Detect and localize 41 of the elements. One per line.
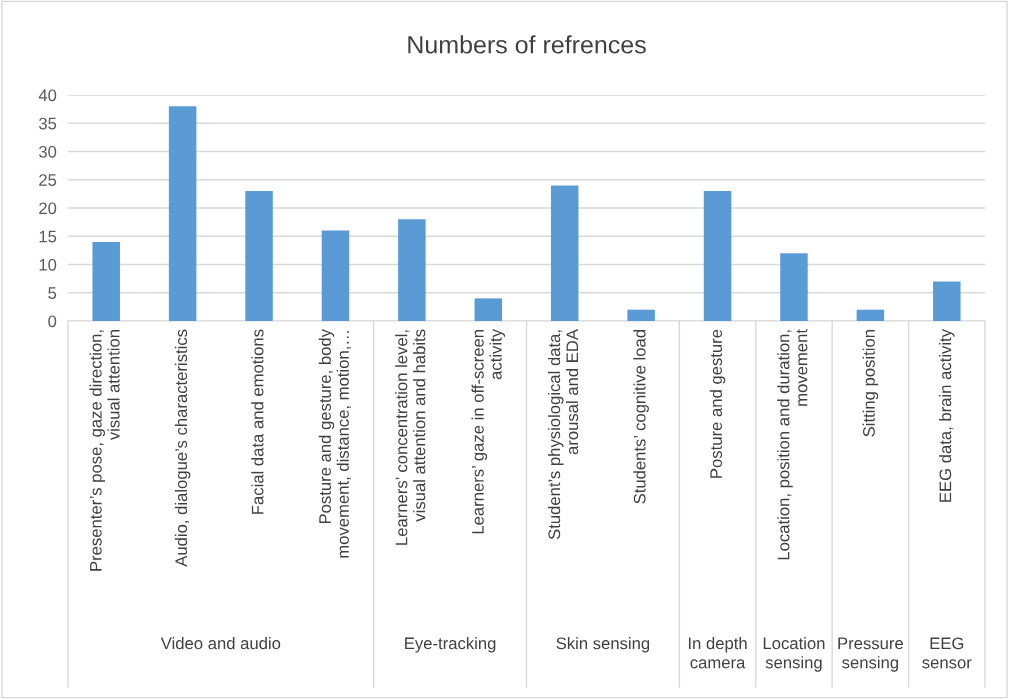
y-tick-label: 40 [38,89,57,102]
x-tick-label: Sitting position [862,330,879,437]
y-tick-label: 25 [39,174,57,186]
text: Location sensing [763,637,825,672]
y-tick-label: 0 [48,315,57,328]
y-tick-label: 20 [39,202,57,215]
bar [92,241,120,321]
y-tick-label: 10 [39,258,57,271]
x-tick-label: Student’s physiological data, arousal and EDA [547,329,579,540]
x-tick-label: Posture and gesture [709,329,726,478]
x-tick-label: Audio, dialogue’s characteristics [174,329,191,567]
x-tick-label: Learners’ gaze in off-screen activity [471,329,506,534]
bar [550,185,579,321]
text: Video and audio [160,637,281,650]
text: Skin sensing [556,637,650,653]
bar [245,191,273,321]
x-tick-label: Facial data and emotions [251,329,264,514]
bar [703,191,732,321]
text: Pressure sensing [838,637,903,672]
y-tick-label: 30 [38,145,57,158]
x-tick-label: Learners’ concentration level, visual attention and habits [395,329,426,545]
text: In depth camera [688,637,747,669]
chart-title: Numbers of refrences [408,35,646,54]
y-tick-label: 35 [38,117,57,130]
x-tick-label: Location, position and duration, movement [777,329,808,560]
x-tick-label: EEG data, brain activity [939,329,955,502]
bar [168,106,197,321]
y-tick-label: 5 [48,287,57,299]
bar [321,230,350,321]
x-tick-label: Posture and gesture, body movement, distance, motion,… [318,329,351,558]
bar [474,298,503,321]
bar [627,309,655,321]
bar [933,281,961,321]
bar [780,253,808,321]
text: EEG sensor [922,637,972,669]
y-tick-label: 15 [39,230,57,243]
bar [856,309,885,321]
bar [398,219,426,321]
text: Eye-tracking [405,637,496,653]
x-tick-label: Students’ cognitive load [633,330,649,504]
x-tick-label: Presenter’s pose, gaze direction, visual attention [89,330,120,571]
